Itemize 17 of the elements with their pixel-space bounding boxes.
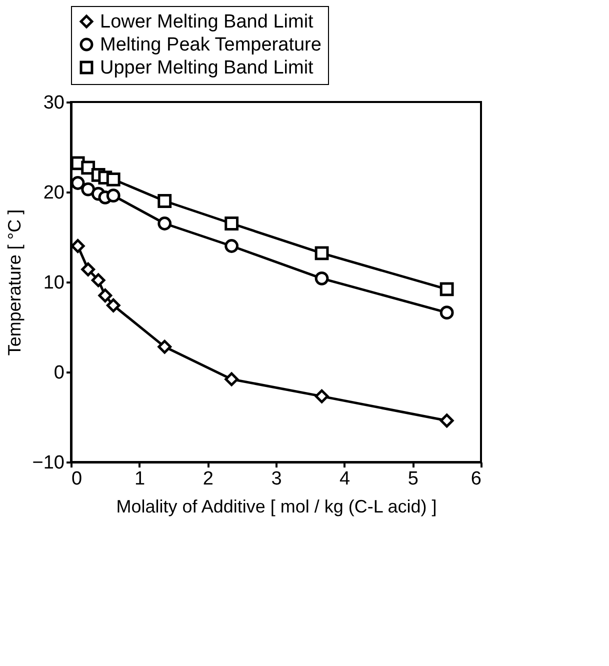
y-axis-title: Temperature [ °C ]: [4, 209, 24, 356]
x-tick-label: 3: [271, 468, 282, 490]
x-tick-label: 4: [340, 468, 351, 490]
x-tick-label: 1: [134, 468, 146, 490]
y-tick-label: −10: [32, 452, 64, 474]
y-tick-label: 30: [43, 92, 64, 114]
x-tick-label: 6: [470, 468, 482, 490]
y-tick-label: 10: [43, 272, 64, 294]
x-tick-label: 2: [202, 468, 214, 490]
legend-label: Lower Melting Band Limit: [100, 12, 314, 32]
legend-label: Upper Melting Band Limit: [100, 58, 314, 78]
y-tick-label: 20: [43, 182, 64, 204]
y-tick-label: 0: [54, 362, 64, 384]
legend-label: Melting Peak Temperature: [100, 34, 322, 56]
x-tick-label: 0: [72, 468, 82, 490]
x-axis-title: Molality of Additive [ mol / kg (C-L acid) ]: [116, 496, 437, 516]
x-tick-label: 5: [408, 468, 418, 490]
